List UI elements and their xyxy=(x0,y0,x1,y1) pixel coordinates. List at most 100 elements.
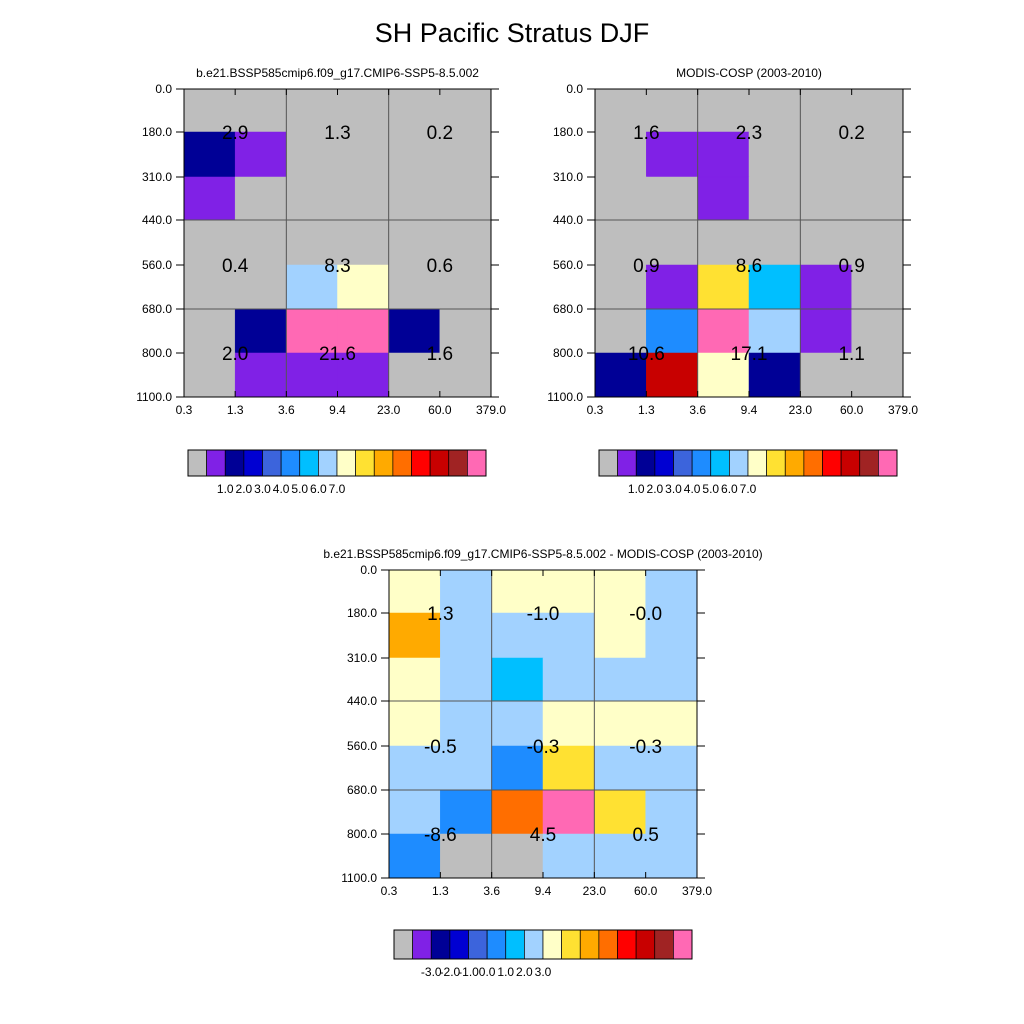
colorbar-swatch xyxy=(617,929,637,960)
y-tick-label: 560.0 xyxy=(553,258,583,272)
y-tick-label: 800.0 xyxy=(142,346,172,360)
colorbar-swatch xyxy=(691,449,712,477)
box-value-label: -8.6 xyxy=(424,825,457,846)
y-tick-label: 680.0 xyxy=(553,302,583,316)
panel-title: b.e21.BSSP585cmip6.f09_g17.CMIP6-SSP5-8.… xyxy=(323,547,762,561)
y-tick-label: 310.0 xyxy=(142,170,172,184)
y-tick-label: 440.0 xyxy=(142,213,172,227)
box-value-label: 4.5 xyxy=(530,825,556,846)
colorbar-frame xyxy=(187,449,487,477)
x-tick-label: 379.0 xyxy=(888,403,918,417)
box-value-label: 1.6 xyxy=(427,344,453,365)
heatmap-cell xyxy=(697,176,750,221)
colorbar-swatch xyxy=(617,449,637,477)
heatmap-cell xyxy=(491,657,544,702)
colorbar-swatch xyxy=(412,929,432,960)
heatmap-cell xyxy=(440,700,492,747)
heatmap-cell xyxy=(286,308,338,354)
colorbar-swatch xyxy=(878,449,898,477)
heatmap-cell xyxy=(542,745,595,791)
y-tick-label: 310.0 xyxy=(347,651,377,665)
colorbar-swatch xyxy=(747,449,767,477)
heatmap-cell xyxy=(286,176,338,221)
colorbar-swatch xyxy=(355,449,375,477)
box-value-label: 0.6 xyxy=(427,256,453,277)
box-value-label: -0.0 xyxy=(629,604,662,625)
heatmap-cell xyxy=(234,264,287,310)
colorbar-swatch xyxy=(336,449,356,477)
heatmap-cell xyxy=(440,833,492,879)
y-tick-label: 440.0 xyxy=(347,694,377,708)
heatmap-cell xyxy=(491,789,544,835)
box-value-label: 2.0 xyxy=(222,344,248,365)
heatmap-cell xyxy=(748,131,801,178)
heatmap-cell xyxy=(440,657,492,702)
y-tick-label: 560.0 xyxy=(142,258,172,272)
colorbar-swatch xyxy=(430,929,451,960)
heatmap-cell xyxy=(748,88,801,133)
x-tick-label: 0.3 xyxy=(587,403,604,417)
colorbar-swatch xyxy=(206,449,226,477)
y-tick-label: 310.0 xyxy=(553,170,583,184)
colorbar-swatch xyxy=(561,929,581,960)
colorbar-swatch xyxy=(486,929,507,960)
heatmap-cell xyxy=(183,264,236,310)
colorbar-label: 5.0 xyxy=(291,482,308,496)
x-tick-label: 379.0 xyxy=(682,884,712,898)
heatmap-cell xyxy=(388,308,441,354)
box-value-label: 0.4 xyxy=(222,256,249,277)
heatmap-cell xyxy=(645,833,698,879)
colorbar-label: 5.0 xyxy=(702,482,719,496)
colorbar-swatch xyxy=(187,449,207,477)
heatmap-cell xyxy=(440,745,492,791)
colorbar-swatch xyxy=(803,449,823,477)
heatmap-cell xyxy=(748,176,801,221)
x-tick-label: 0.3 xyxy=(381,884,398,898)
heatmap-cell xyxy=(337,176,389,221)
x-tick-label: 60.0 xyxy=(840,403,864,417)
x-tick-label: 379.0 xyxy=(476,403,506,417)
heatmap-cell xyxy=(491,833,544,879)
box-value-label: 1.3 xyxy=(324,123,350,144)
colorbar-label: -2.0 xyxy=(440,965,461,979)
heatmap-cell xyxy=(234,176,287,221)
heatmap-cell xyxy=(183,131,236,178)
panel-obs: MODIS-COSP (2003-2010) 0.3 1.3 3.6 9.4 23.0 60… xyxy=(547,66,918,496)
box-value-label: -0.3 xyxy=(629,737,662,758)
heatmap-cell xyxy=(748,352,801,398)
colorbar-label: 4.0 xyxy=(273,482,290,496)
heatmap-cell xyxy=(645,745,698,791)
y-tick-label: 1100.0 xyxy=(547,390,583,404)
box-value-label: -0.3 xyxy=(527,737,560,758)
colorbar-swatch xyxy=(673,929,693,960)
heatmap-cells xyxy=(183,88,492,398)
colorbar-label: 1.0 xyxy=(497,965,514,979)
colorbar-label: 6.0 xyxy=(310,482,327,496)
colorbar-swatch xyxy=(859,449,879,477)
box-value-label: 2.9 xyxy=(222,123,248,144)
box-value-label: 17.1 xyxy=(731,344,768,365)
colorbar-swatch xyxy=(654,449,674,477)
heatmap-cell xyxy=(748,219,801,266)
colorbar-swatch xyxy=(318,449,338,477)
x-tick-label: 1.3 xyxy=(638,403,655,417)
heatmap-cells xyxy=(388,569,698,879)
colorbar-swatch xyxy=(280,449,301,477)
y-tick-label: 440.0 xyxy=(553,213,583,227)
colorbar-swatch xyxy=(598,929,618,960)
heatmap-cell xyxy=(542,657,595,702)
colorbar-swatch xyxy=(429,449,450,477)
heatmap-cell xyxy=(542,789,595,835)
colorbar-label: -3.0 xyxy=(421,965,442,979)
colorbar-swatch xyxy=(262,449,282,477)
heatmap-cell xyxy=(594,612,646,659)
colorbar-label: 3.0 xyxy=(535,965,552,979)
y-tick-label: 0.0 xyxy=(155,82,172,96)
colorbar-swatch xyxy=(635,449,656,477)
colorbar-swatch xyxy=(393,929,413,960)
box-value-label: 0.5 xyxy=(632,825,658,846)
colorbar-swatch xyxy=(840,449,861,477)
heatmap-cell xyxy=(800,176,852,221)
heatmap-cell xyxy=(594,833,646,879)
